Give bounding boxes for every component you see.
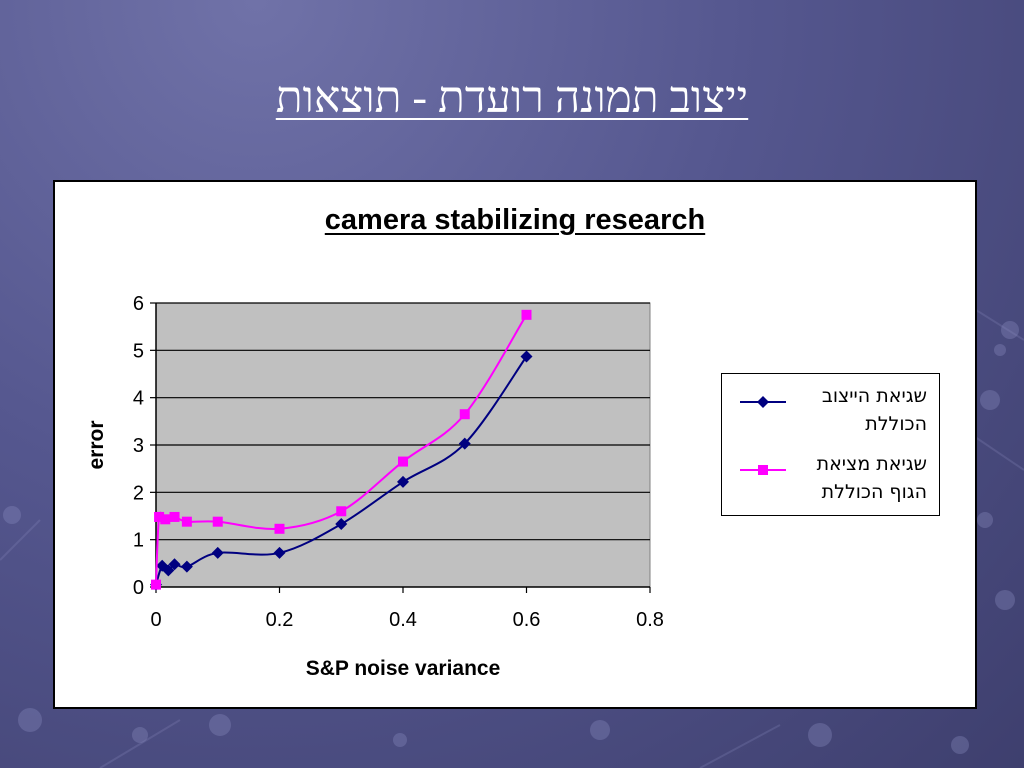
data-point-square: [274, 523, 285, 534]
y-tick-label: 0: [133, 577, 144, 599]
data-point-square: [521, 309, 532, 320]
data-point-square: [169, 511, 180, 522]
data-point-diamond: [273, 546, 286, 559]
data-point-diamond: [168, 558, 181, 571]
x-tick-label: 0.4: [389, 609, 417, 631]
legend-item-series-1: שגיאת הייצוב הכוללת: [722, 382, 941, 446]
chart-title: camera stabilizing research: [324, 204, 706, 236]
data-point-diamond: [397, 475, 409, 488]
y-axis-label: error: [85, 420, 108, 469]
data-point-square: [459, 409, 470, 420]
data-point-diamond: [211, 546, 224, 559]
data-point-diamond: [162, 564, 175, 577]
data-point-square: [160, 514, 171, 525]
x-tick-label: 0.6: [513, 609, 541, 631]
legend-marker-diamond: [740, 396, 786, 408]
data-point-square: [154, 511, 165, 522]
x-tick-label: 0: [150, 609, 161, 631]
x-tick-label: 0.2: [266, 609, 294, 631]
chart-legend: שגיאת הייצוב הכוללת שגיאת מציאת הגוף הכו…: [721, 373, 940, 516]
y-tick-label: 3: [133, 435, 144, 457]
data-point-diamond: [335, 518, 348, 531]
data-point-diamond: [520, 350, 533, 363]
legend-label-series-1: שגיאת הייצוב הכוללת: [821, 385, 927, 435]
slide-title: ייצוב תמונה רועדת - תוצאות: [275, 73, 749, 122]
data-point-square: [151, 579, 161, 590]
y-tick-label: 5: [133, 340, 144, 362]
data-point-square: [212, 516, 223, 527]
legend-marker-square: [740, 465, 786, 475]
y-tick-label: 4: [133, 388, 144, 410]
data-point-diamond: [458, 437, 471, 450]
y-tick-label: 2: [133, 482, 144, 504]
x-tick-label: 0.8: [636, 609, 664, 631]
data-point-square: [336, 506, 347, 517]
y-tick-label: 6: [133, 293, 144, 315]
data-point-square: [398, 456, 408, 467]
legend-label-series-2: שגיאת מציאת הגוף הכוללת: [816, 453, 927, 503]
legend-item-series-2: שגיאת מציאת הגוף הכוללת: [722, 450, 941, 514]
data-point-diamond: [180, 560, 193, 573]
y-tick-label: 1: [133, 530, 144, 552]
data-point-square: [181, 516, 192, 527]
chart-container: camera stabilizing research 0 1 2 3 4 5 6 0 0.2 0…: [53, 180, 977, 709]
x-axis-label: S&P noise variance: [306, 657, 501, 680]
